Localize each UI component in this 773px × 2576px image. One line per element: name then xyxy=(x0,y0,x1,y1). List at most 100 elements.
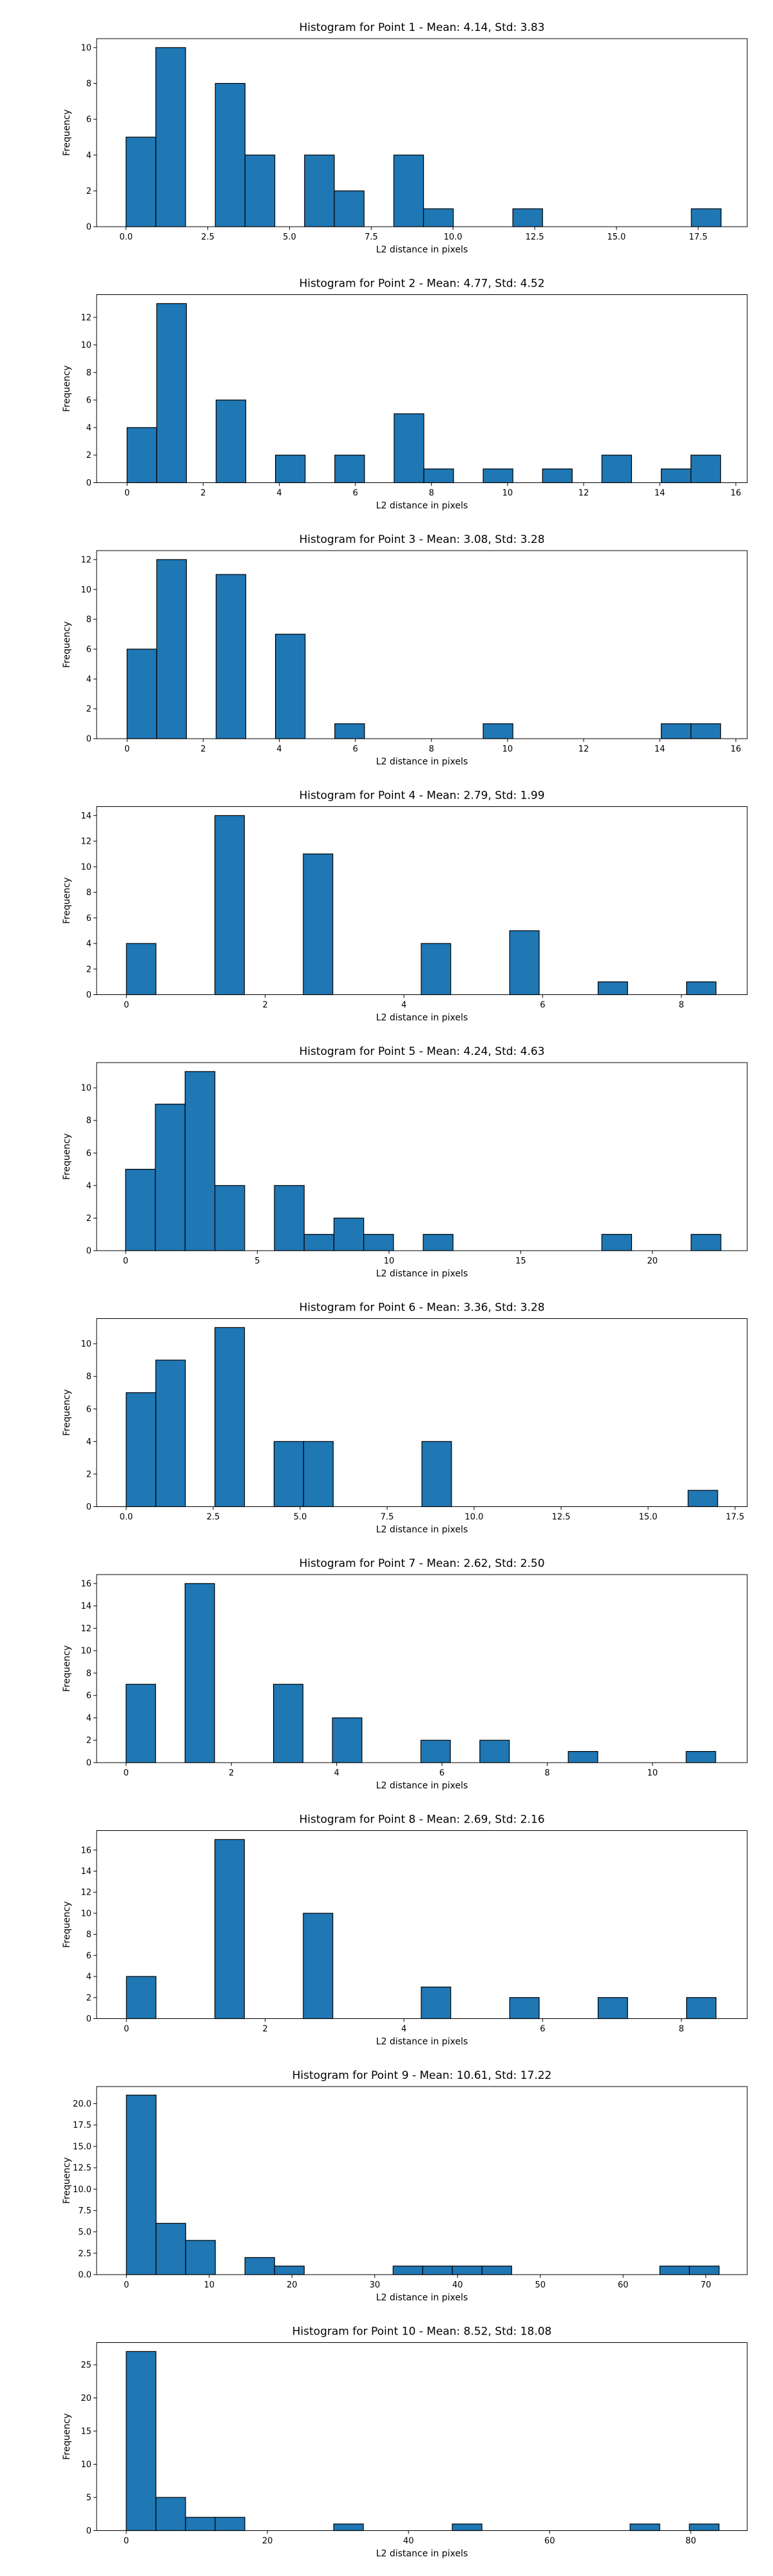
y-tick-label: 4 xyxy=(86,1714,91,1723)
y-tick-label: 14 xyxy=(81,1602,91,1611)
x-tick-label: 10 xyxy=(204,2280,215,2290)
y-tick-label: 8 xyxy=(86,79,91,89)
y-tick-label: 6 xyxy=(86,396,91,406)
histogram-panel-7: Histogram for Point 7 - Mean: 2.62, Std:… xyxy=(62,1557,748,1791)
x-tick-label: 0 xyxy=(124,1768,129,1778)
y-tick-label: 2 xyxy=(86,705,91,714)
plot-frame xyxy=(96,2342,748,2531)
x-tick-label: 10 xyxy=(647,1768,658,1778)
y-tick-label: 6 xyxy=(86,645,91,654)
histogram-bar xyxy=(155,1359,186,1508)
x-tick-label: 0.0 xyxy=(119,232,133,242)
plot-frame xyxy=(96,806,748,995)
x-tick-label: 2.5 xyxy=(207,1513,220,1522)
histogram-bar xyxy=(689,2523,720,2532)
x-tick-label: 0 xyxy=(124,744,129,754)
y-tick-label: 12 xyxy=(81,837,91,847)
x-tick-label: 16 xyxy=(730,744,741,754)
y-tick-label: 4 xyxy=(86,1181,91,1191)
histogram-panel-6: Histogram for Point 6 - Mean: 3.36, Std:… xyxy=(62,1302,748,1535)
y-tick-label: 0 xyxy=(86,735,91,744)
x-tick-label: 20 xyxy=(647,1256,658,1266)
x-tick-label: 6 xyxy=(540,2025,545,2034)
y-tick-label: 15 xyxy=(81,2427,91,2437)
x-tick-label: 15.0 xyxy=(607,232,626,242)
plot-frame xyxy=(96,294,748,483)
y-tick-label: 14 xyxy=(81,811,91,821)
histogram-bar xyxy=(568,1751,598,1763)
x-tick-label: 80 xyxy=(685,2537,696,2546)
chart-title: Histogram for Point 6 - Mean: 3.36, Std:… xyxy=(299,1302,544,1314)
y-tick-label: 10 xyxy=(81,1647,91,1656)
y-axis-label: Frequency xyxy=(62,109,72,156)
y-tick-label: 5 xyxy=(86,2494,91,2503)
plot-frame xyxy=(96,1574,748,1763)
histogram-bar xyxy=(512,208,543,227)
histogram-bar xyxy=(332,1717,363,1763)
histogram-bar xyxy=(629,2523,660,2532)
x-tick-label: 16 xyxy=(730,489,741,498)
x-axis-label: L2 distance in pixels xyxy=(376,1525,468,1535)
x-tick-label: 0.0 xyxy=(120,1513,133,1522)
histogram-bar xyxy=(126,1976,157,2020)
y-tick-label: 8 xyxy=(86,368,91,378)
x-tick-label: 20 xyxy=(262,2537,273,2546)
histogram-bar xyxy=(126,1683,157,1763)
histogram-bar xyxy=(214,1185,245,1251)
y-tick-label: 20 xyxy=(81,2394,91,2403)
x-tick-label: 6 xyxy=(352,489,358,498)
y-axis-label: Frequency xyxy=(62,2413,72,2459)
y-tick-label: 0 xyxy=(86,990,91,1000)
histogram-panel-8: Histogram for Point 8 - Mean: 2.69, Std:… xyxy=(62,1814,748,2047)
chart-title: Histogram for Point 8 - Mean: 2.69, Std:… xyxy=(299,1814,544,1826)
histogram-bar xyxy=(215,399,247,484)
x-tick-label: 4 xyxy=(334,1768,339,1778)
x-tick-label: 5 xyxy=(254,1256,260,1266)
histogram-bar xyxy=(275,455,306,484)
y-tick-label: 7.5 xyxy=(78,2206,91,2216)
x-tick-label: 50 xyxy=(535,2280,546,2290)
x-tick-label: 2 xyxy=(200,489,205,498)
x-tick-label: 0 xyxy=(124,2025,129,2034)
histogram-bar xyxy=(156,303,187,484)
y-axis-label: Frequency xyxy=(62,621,72,668)
x-tick-label: 7.5 xyxy=(365,232,378,242)
x-tick-label: 12 xyxy=(578,744,589,754)
x-axis-label: L2 distance in pixels xyxy=(376,1269,468,1279)
histogram-bar xyxy=(479,1739,510,1763)
plot-frame xyxy=(96,2086,748,2275)
histogram-bar xyxy=(392,2266,423,2275)
histogram-bar xyxy=(244,155,276,227)
y-tick-label: 0.0 xyxy=(78,2271,91,2280)
histogram-bar xyxy=(482,723,513,739)
x-tick-label: 0 xyxy=(124,2537,129,2546)
histogram-bar xyxy=(155,47,186,227)
y-tick-label: 0 xyxy=(86,1247,91,1256)
y-tick-label: 4 xyxy=(86,675,91,685)
histogram-panel-10: Histogram for Point 10 - Mean: 8.52, Std… xyxy=(62,2325,748,2559)
histogram-bar xyxy=(303,1234,335,1251)
histogram-bar xyxy=(686,981,717,996)
x-tick-label: 10 xyxy=(502,489,513,498)
y-tick-label: 6 xyxy=(86,1691,91,1701)
y-tick-label: 8 xyxy=(86,615,91,625)
histogram-bar xyxy=(686,1997,717,2020)
histogram-panel-2: Histogram for Point 2 - Mean: 4.77, Std:… xyxy=(62,278,748,511)
histogram-bar xyxy=(215,2517,245,2532)
x-tick-label: 4 xyxy=(401,2025,406,2034)
x-tick-label: 60 xyxy=(544,2537,555,2546)
histogram-bar xyxy=(452,2523,482,2532)
y-tick-label: 0 xyxy=(86,2526,91,2536)
y-tick-label: 10 xyxy=(81,43,91,53)
histogram-bar xyxy=(304,155,335,227)
histogram-bar xyxy=(687,1490,718,1508)
x-tick-label: 5.0 xyxy=(283,232,296,242)
histogram-bar xyxy=(275,634,306,739)
x-tick-label: 2 xyxy=(200,744,205,754)
histogram-bar xyxy=(601,1234,633,1251)
y-tick-label: 6 xyxy=(86,1951,91,1961)
histogram-bar xyxy=(184,1071,216,1251)
histogram-bar xyxy=(660,723,692,739)
histogram-panel-3: Histogram for Point 3 - Mean: 3.08, Std:… xyxy=(62,533,748,767)
y-tick-label: 0 xyxy=(86,1759,91,1768)
